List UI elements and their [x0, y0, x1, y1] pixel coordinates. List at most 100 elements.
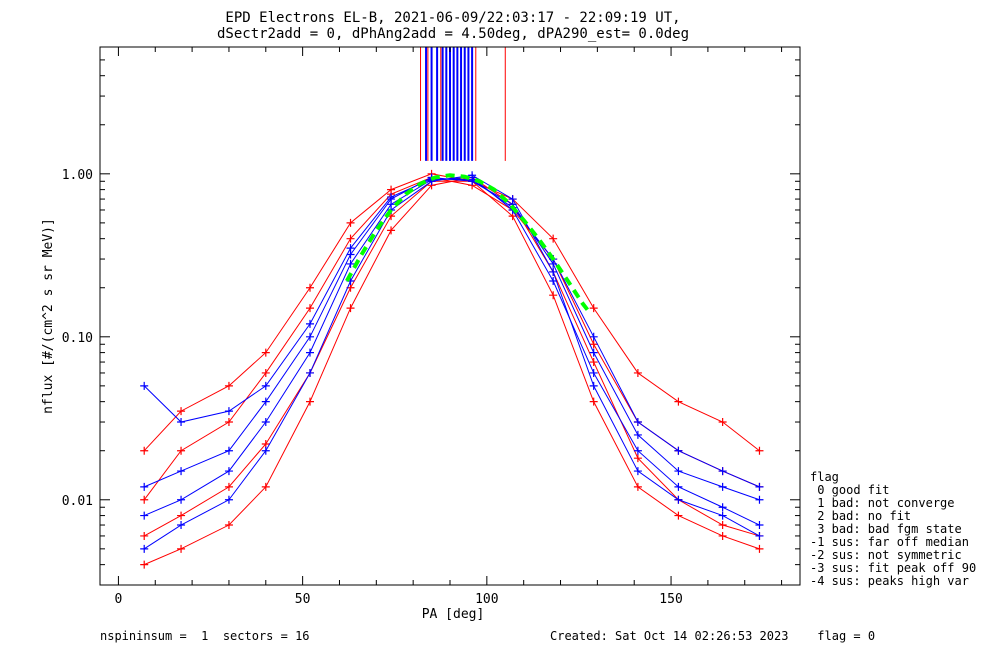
data-point-blue	[306, 319, 314, 328]
data-point-red	[224, 521, 233, 530]
data-point-red	[549, 234, 558, 243]
data-point-blue	[306, 368, 314, 377]
spike-layer	[420, 47, 506, 161]
data-point-red	[633, 368, 642, 377]
series-line-blue	[143, 178, 760, 488]
y-axis-label: nflux [#/(cm^2 s sr MeV)]	[41, 218, 56, 414]
series-line-blue	[144, 176, 760, 501]
data-point-red	[674, 511, 683, 520]
data-point-red	[633, 482, 642, 491]
legend-item-6: -3 sus: fit peak off 90	[810, 561, 976, 575]
data-point-blue	[633, 467, 642, 476]
data-point-blue	[755, 531, 764, 540]
footer-right: Created: Sat Oct 14 02:26:53 2023 flag =…	[550, 629, 875, 643]
data-point-red	[306, 283, 314, 292]
series-line-blue	[144, 176, 760, 526]
y-tick-label: 1.00	[62, 168, 93, 183]
data-point-blue	[177, 521, 186, 530]
data-point-blue	[140, 381, 149, 390]
data-point-blue	[718, 511, 727, 520]
data-point-red	[177, 544, 186, 553]
data-point-blue	[549, 267, 558, 276]
data-point-red	[261, 439, 270, 448]
data-point-blue	[674, 467, 683, 476]
data-point-blue	[224, 495, 233, 504]
data-point-blue	[346, 259, 355, 268]
data-point-red	[140, 531, 149, 540]
data-point-blue	[633, 418, 642, 427]
data-point-red	[306, 304, 314, 313]
data-point-red	[387, 226, 396, 235]
data-point-blue	[306, 348, 314, 357]
fit-curve	[345, 173, 592, 315]
data-point-blue	[468, 175, 477, 184]
legend-item-4: -1 sus: far off median	[810, 535, 969, 549]
data-point-blue	[177, 467, 186, 476]
data-point-red	[177, 407, 186, 416]
data-point-red	[589, 358, 598, 367]
data-point-blue	[718, 503, 727, 512]
data-point-blue	[346, 244, 355, 253]
data-point-blue	[674, 495, 683, 504]
data-point-blue	[589, 348, 598, 357]
data-point-blue	[261, 446, 270, 455]
data-point-red	[224, 381, 233, 390]
data-point-blue	[140, 544, 149, 553]
data-point-blue	[674, 446, 683, 455]
data-point-blue	[633, 446, 642, 455]
data-point-red	[387, 185, 396, 194]
data-point-blue	[177, 418, 186, 427]
footer-left: nspininsum = 1 sectors = 16	[100, 629, 310, 643]
data-point-blue	[755, 495, 764, 504]
data-point-red	[589, 397, 598, 406]
data-point-blue	[261, 397, 270, 406]
x-tick-label: 50	[295, 592, 311, 607]
data-point-red	[674, 397, 683, 406]
data-point-red	[261, 348, 270, 357]
data-point-blue	[755, 521, 764, 530]
data-point-blue	[718, 467, 727, 476]
data-point-blue	[387, 193, 396, 202]
data-point-blue	[549, 276, 558, 285]
data-point-red	[346, 304, 355, 313]
axis-layer: 0 50 100 150 0.01 0.10 1.00	[62, 46, 800, 607]
legend-item-7: -4 sus: peaks high var	[810, 574, 969, 588]
data-point-blue	[718, 482, 727, 491]
data-point-blue	[589, 381, 598, 390]
legend-heading: flag	[810, 470, 839, 484]
series-line-red	[143, 173, 760, 452]
x-tick-label: 100	[475, 592, 498, 607]
series-line-red	[143, 180, 760, 550]
data-point-blue	[508, 195, 517, 204]
data-point-red	[140, 446, 149, 455]
data-point-red	[718, 531, 727, 540]
data-point-red	[140, 495, 149, 504]
data-point-blue	[674, 482, 683, 491]
y-tick-label: 0.01	[62, 494, 93, 509]
data-point-red	[346, 234, 355, 243]
series-line-red	[143, 176, 760, 501]
data-point-red	[718, 521, 727, 530]
series-layer	[140, 169, 764, 569]
data-point-blue	[177, 495, 186, 504]
data-point-red	[306, 397, 314, 406]
chart-subtitle: dSectr2add = 0, dPhAng2add = 4.50deg, dP…	[217, 26, 689, 42]
data-point-red	[177, 511, 186, 520]
data-point-red	[346, 218, 355, 227]
data-point-red	[261, 482, 270, 491]
data-point-red	[140, 560, 149, 569]
data-point-blue	[224, 467, 233, 476]
chart-title: EPD Electrons EL-B, 2021-06-09/22:03:17 …	[225, 10, 680, 26]
data-point-blue	[140, 482, 149, 491]
series-line-red	[144, 176, 760, 566]
x-tick-label: 0	[115, 592, 123, 607]
data-point-red	[718, 418, 727, 427]
legend-item-5: -2 sus: not symmetric	[810, 548, 962, 562]
data-point-red	[549, 291, 558, 300]
data-point-red	[755, 544, 764, 553]
legend-item-3: 3 bad: bad fgm state	[810, 522, 962, 536]
x-axis-label: PA [deg]	[422, 607, 485, 622]
data-point-red	[755, 446, 764, 455]
data-point-blue	[589, 368, 598, 377]
